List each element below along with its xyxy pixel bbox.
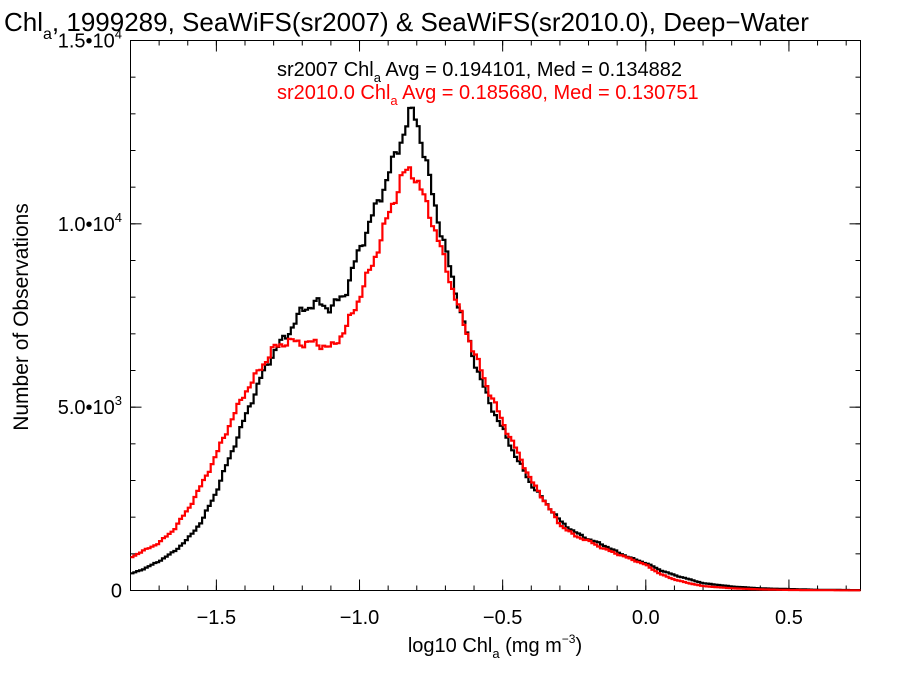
x-tick-label: −1.0: [340, 607, 379, 629]
x-tick-label: −0.5: [483, 607, 522, 629]
legend-sr2007: sr2007 Chla Avg = 0.194101, Med = 0.1348…: [277, 59, 682, 85]
series-line-sr2010.0: [130, 166, 861, 592]
legend-sr2010: sr2010.0 Chla Avg = 0.185680, Med = 0.13…: [277, 82, 699, 108]
plot-frame: [130, 40, 861, 591]
chart-title: Chla, 1999289, SeaWiFS(sr2007) & SeaWiFS…: [4, 7, 809, 43]
y-axis-label: Number of Observations: [10, 203, 33, 431]
y-tick-label: 1.0•104: [58, 210, 122, 236]
y-tick-label: 1.5•104: [58, 27, 122, 53]
series-line-sr2007: [130, 106, 861, 592]
y-tick-labels: 0 5.0•103 1.0•104 1.5•104: [58, 27, 122, 603]
x-tick-label: 0.0: [632, 607, 660, 629]
x-tick-label: 0.5: [775, 607, 803, 629]
y-tick-label: 5.0•103: [58, 393, 122, 419]
data-series: [130, 106, 861, 592]
x-axis-label: log10 Chla (mg m−3): [408, 632, 582, 661]
y-tick-label: 0: [111, 581, 122, 603]
x-tick-label: −1.5: [197, 607, 236, 629]
x-tick-labels: −1.5 −1.0 −0.5 0.0 0.5: [197, 607, 803, 629]
